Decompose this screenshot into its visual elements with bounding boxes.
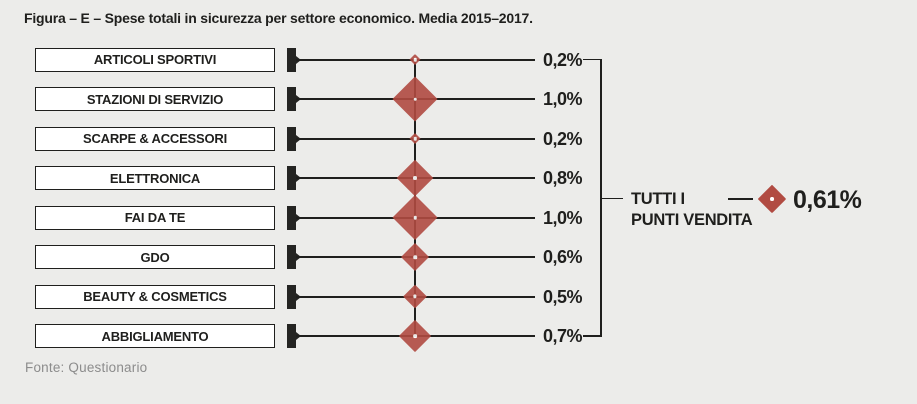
category-box: ELETTRONICA (35, 166, 275, 190)
category-box: BEAUTY & COSMETICS (35, 284, 275, 309)
bracket-dash-top (583, 58, 601, 61)
value-label: 0,5% (543, 286, 583, 307)
category-label: ELETTRONICA (109, 170, 201, 186)
category-box: GDO (35, 245, 275, 269)
row-tick-bar (287, 284, 296, 309)
aggregate-label: TUTTI I PUNTI VENDITA (631, 189, 753, 231)
source-note: Fonte: Questionario (25, 360, 148, 375)
diamond-marker (396, 159, 434, 197)
category-box: FAI DA TE (35, 205, 275, 230)
category-label: SCARPE & ACCESSORI (83, 131, 227, 146)
marker-center-dot (413, 57, 417, 62)
value-label: 0,6% (543, 247, 583, 267)
category-label: ARTICOLI SPORTIVI (93, 52, 217, 67)
row-tick-bar (287, 47, 296, 72)
value-label: 1,0% (543, 89, 583, 109)
category-label: STAZIONI DI SERVIZIO (86, 91, 224, 107)
diamond-marker (409, 54, 421, 65)
aggregate-label-line1: TUTTI I (631, 190, 685, 208)
aggregate-label-line2: PUNTI VENDITA (631, 211, 753, 229)
category-label: FAI DA TE (124, 210, 186, 225)
diamond-marker (392, 195, 438, 240)
category-box: ABBIGLIAMENTO (35, 324, 275, 348)
value-label: 0,8% (543, 168, 583, 188)
row-tick-bar (287, 205, 296, 230)
marker-center-dot (770, 197, 774, 201)
value-label: 0,7% (543, 326, 583, 346)
category-label: GDO (140, 249, 170, 265)
value-label: 0,2% (543, 49, 583, 70)
marker-center-dot (413, 255, 417, 259)
diamond-marker (409, 133, 421, 144)
diamond-marker (392, 76, 438, 122)
row-tick-bar (287, 126, 296, 151)
marker-center-dot (413, 294, 417, 299)
row-tick-bar (287, 245, 296, 269)
aggregate-diamond-marker (757, 184, 787, 214)
row-tick-bar (287, 324, 296, 348)
aggregate-value-label: 0,61% (793, 186, 862, 214)
diamond-marker (401, 243, 429, 271)
category-box: STAZIONI DI SERVIZIO (35, 87, 275, 111)
row-tick-bar (287, 166, 296, 190)
figure-title: Figura – E – Spese totali in sicurezza p… (24, 10, 533, 26)
marker-center-dot (413, 215, 417, 220)
marker-center-dot (413, 136, 417, 141)
bracket-middle-tick (601, 197, 623, 200)
marker-center-dot (413, 176, 417, 180)
bracket-vertical-line (600, 58, 602, 337)
diamond-marker (403, 284, 427, 309)
value-label: 0,2% (543, 128, 583, 149)
category-label: BEAUTY & COSMETICS (83, 289, 227, 304)
row-tick-bar (287, 87, 296, 111)
aggregate-connector-line (728, 198, 753, 200)
marker-center-dot (413, 97, 417, 101)
diamond-marker (398, 319, 432, 353)
category-box: SCARPE & ACCESSORI (35, 126, 275, 151)
marker-center-dot (413, 334, 417, 338)
bracket-dash-bottom (583, 335, 601, 337)
value-label: 1,0% (543, 207, 583, 228)
category-box: ARTICOLI SPORTIVI (35, 47, 275, 72)
category-label: ABBIGLIAMENTO (101, 328, 209, 344)
